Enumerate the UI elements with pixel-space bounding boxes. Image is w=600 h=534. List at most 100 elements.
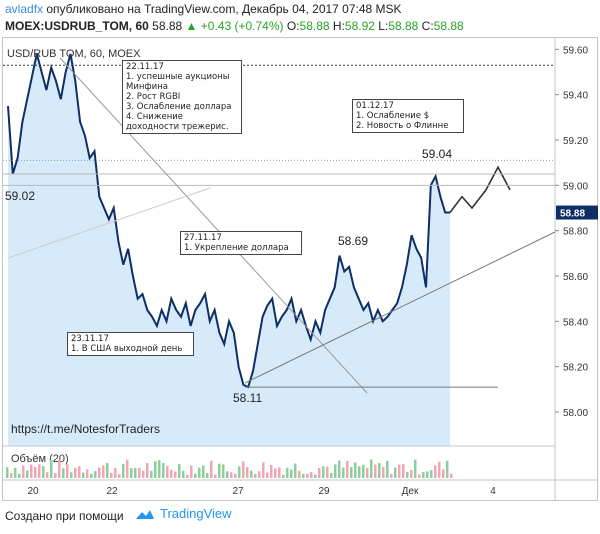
volume-bar [42,466,45,478]
volume-bar [190,465,193,478]
volume-bar [338,460,341,478]
annotation-0112[interactable]: 01.12.17 1. Ослабление $ 2. Новость о Фл… [352,99,464,133]
y-tick-label: 58.80 [563,227,588,238]
high-value: 58.92 [344,19,375,33]
symbol-line: MOEX:USDRUB_TOM, 60 58.88 ▲ +0.43 (+0.74… [5,19,464,33]
volume-bar [318,467,321,478]
volume-bar [74,467,77,478]
volume-bar [390,474,393,478]
x-tick-label: 22 [106,486,118,497]
volume-bar [26,470,29,478]
y-tick-label: 58.40 [563,317,588,328]
price-change: +0.43 (+0.74%) [200,19,284,33]
volume-bar [182,470,185,478]
volume-bar [374,464,377,478]
x-tick-label: 29 [318,486,330,497]
publish-line: avladfx опубликовано на TradingView.com,… [5,2,402,16]
volume-bar [122,464,125,478]
volume-bar [202,465,205,478]
volume-bar [334,464,337,478]
annotation-2711[interactable]: 27.11.17 1. Укрепление доллара [180,231,302,255]
volume-bar [174,471,177,478]
volume-bar [114,467,117,478]
volume-bar [38,464,41,478]
x-tick-label: 20 [27,486,39,497]
volume-bar [450,473,453,478]
volume-bar [70,472,73,478]
volume-bar [206,472,209,478]
volume-bar [110,472,113,478]
tradingview-cloud-icon [136,509,154,519]
low-value: 58.88 [388,19,419,33]
volume-bar [426,471,429,478]
volume-bar [234,473,237,478]
volume-bar [310,472,313,478]
tradingview-brand: TradingView [160,506,232,521]
volume-bar [90,473,93,478]
volume-bar [402,464,405,478]
volume-bar [438,461,441,478]
volume-bar [150,470,153,478]
volume-bar [430,470,433,478]
volume-bar [294,463,297,478]
volume-bar [222,464,225,478]
volume-bar [346,460,349,478]
volume-bar [262,462,265,478]
c-label: C: [421,19,434,33]
chart-frame [2,37,598,501]
volume-bar [142,470,145,478]
volume-bar [46,472,49,478]
tradingview-logo[interactable]: TradingView [134,506,232,521]
volume-bar [406,471,409,478]
volume-bar [210,460,213,478]
volume-bar [270,465,273,478]
trend-line-left [7,187,211,259]
volume-bar [98,467,101,478]
annotation-2311[interactable]: 23.11.17 1. В США выходной день [67,332,194,356]
volume-bar [6,467,9,478]
volume-bar [14,467,17,478]
volume-bar [62,468,65,478]
volume-bar [342,467,345,478]
volume-bar [434,465,437,478]
volume-bar [414,459,417,478]
volume-bar [22,465,25,478]
volume-bar [250,470,253,478]
volume-bar [302,473,305,478]
x-tick-label: 4 [490,486,496,497]
volume-bar [102,465,105,478]
volume-bar [162,463,165,478]
publish-info: опубликовано на TradingView.com, Декабрь… [46,2,402,16]
author-link[interactable]: avladfx [5,2,44,16]
price-label: 58.11 [233,391,262,405]
annotation-2211[interactable]: 22.11.17 1. успешные аукционы Минфина 2.… [122,60,242,134]
volume-bar [218,463,221,478]
volume-bar [34,467,37,478]
price-line [7,53,450,389]
volume-bar [398,464,401,478]
x-tick-label: Дек [402,486,419,497]
volume-bar [410,469,413,478]
y-tick-label: 59.40 [563,91,588,102]
l-label: L: [378,19,389,33]
volume-bar [118,474,121,478]
symbol-name: MOEX:USDRUB_TOM, 60 [5,19,149,33]
up-arrow-icon: ▲ [185,19,198,33]
volume-bar [58,459,61,478]
volume-bar [278,467,281,478]
volume-bar [138,467,141,478]
volume-bar [242,461,245,478]
volume-bar [130,467,133,478]
volume-bar [446,460,449,478]
volume-bar [422,472,425,478]
volume-bar [198,467,201,478]
volume-bar [158,460,161,478]
volume-bar [82,472,85,478]
price-label: 59.02 [5,189,35,203]
watermark-url: https://t.me/NotesforTraders [11,422,160,436]
volume-bar [418,474,421,478]
current-price-label: 58.88 [560,209,585,220]
close-value: 58.88 [433,19,464,33]
y-tick-label: 59.60 [563,45,588,56]
